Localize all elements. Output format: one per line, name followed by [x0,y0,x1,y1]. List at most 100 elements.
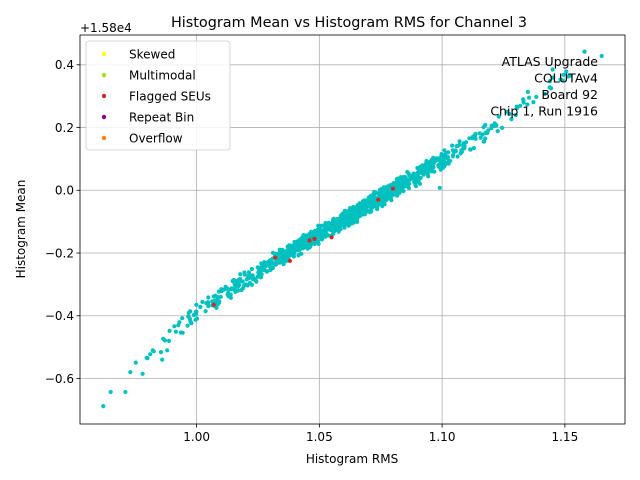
data-point [547,79,553,84]
legend-label: Skewed [129,47,175,61]
y-tick-label: 0.2 [55,121,74,135]
data-point [412,180,417,185]
data-point [194,311,199,317]
data-point [254,279,259,284]
data-point [515,105,520,110]
data-point [123,389,128,395]
y-tick-label: 0.4 [55,58,74,72]
data-point [425,166,430,172]
data-point [101,404,106,409]
data-point [166,338,172,343]
data-point [424,162,429,167]
data-point [582,49,587,54]
data-point [177,320,182,325]
data-point [467,136,472,141]
data-point [421,172,426,177]
data-point [454,144,459,149]
legend-label: Overflow [129,131,183,145]
annotation-line: Board 92 [541,87,598,102]
data-point [151,349,156,354]
data-point [391,181,396,186]
data-point [402,184,407,189]
data-point [303,242,308,247]
data-point [367,209,372,215]
data-point [518,103,523,108]
data-point [194,316,200,321]
data-point [108,389,113,395]
data-point [245,276,250,281]
data-point [298,237,303,242]
legend-box [85,40,231,151]
data-point [206,304,211,309]
data-point [302,235,307,240]
data-point [321,223,327,229]
data-point [246,270,251,275]
data-point [249,266,254,272]
data-point [338,213,343,218]
flagged-seu-point [376,197,381,202]
data-point [265,269,270,274]
data-point [335,219,340,225]
chart-title: Histogram Mean vs Histogram RMS for Chan… [171,15,527,31]
data-point [437,162,442,167]
data-point [477,131,482,136]
data-point [403,181,408,186]
data-point [261,267,266,272]
data-point [242,272,247,277]
y-tick-label: −0.2 [45,246,74,260]
x-axis-label: Histogram RMS [306,452,398,466]
data-point [343,209,348,214]
data-point [406,186,411,191]
data-point [238,272,243,277]
data-point [315,239,320,244]
x-tick-label: 1.00 [183,430,210,444]
x-tick-label: 1.10 [429,430,456,444]
data-point [296,242,301,247]
data-point [384,192,389,197]
data-point [240,279,245,284]
data-point [162,338,168,343]
data-point [228,295,233,300]
data-point [317,234,322,239]
legend-marker [101,135,107,141]
data-point [219,287,224,292]
data-point [450,154,455,159]
data-point [178,330,183,335]
data-point [326,233,331,238]
data-point [492,123,497,129]
data-point [567,73,572,78]
data-point [158,350,164,355]
data-point [527,95,532,100]
data-point [249,282,255,287]
data-point [172,324,177,329]
data-point [361,208,366,213]
data-point [281,254,286,259]
data-point [355,219,360,224]
data-point [331,231,336,236]
data-point [180,316,185,321]
data-point [410,174,415,179]
data-point [350,215,355,220]
data-point [251,275,256,280]
data-point [481,139,486,144]
data-point [128,370,133,375]
y-tick-label: 0.0 [55,184,74,198]
data-point [148,352,153,357]
data-point [296,253,301,258]
data-points [101,49,604,409]
data-point [542,91,547,96]
data-point [372,198,377,203]
data-point [188,309,193,314]
data-point [418,175,423,180]
legend-label: Multimodal [129,68,196,82]
data-point [225,292,230,297]
data-point [437,157,442,163]
data-point [230,278,235,283]
data-point [333,223,338,228]
data-point [368,198,373,203]
data-point [458,151,463,156]
data-point [401,175,406,180]
data-point [383,188,388,193]
data-point [372,195,377,200]
